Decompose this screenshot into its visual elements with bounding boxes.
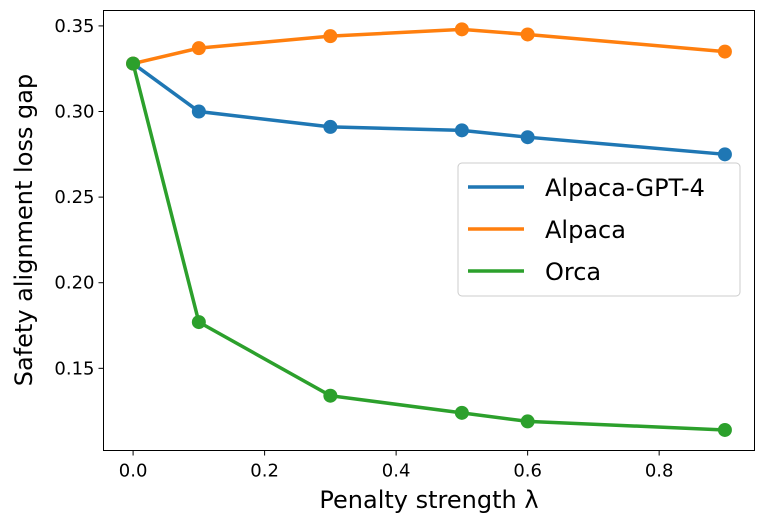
x-tick-label: 0.2 — [250, 461, 279, 482]
data-point — [126, 56, 141, 71]
legend-box — [457, 162, 741, 297]
data-point — [323, 388, 338, 403]
y-tick-label: 0.15 — [54, 358, 94, 379]
legend-label: Orca — [545, 258, 601, 286]
data-point — [191, 315, 206, 330]
plot-frame — [103, 10, 755, 451]
x-tick-label: 0.0 — [119, 461, 148, 482]
series-line-alpaca-gpt-4 — [132, 62, 726, 157]
x-tick-label: 0.4 — [382, 461, 411, 482]
legend-label: Alpaca — [545, 216, 626, 244]
data-point — [454, 405, 469, 420]
y-tick-label: 0.30 — [54, 102, 94, 123]
y-tick-label: 0.35 — [54, 16, 94, 37]
y-axis-label: Safety alignment loss gap — [10, 74, 38, 386]
data-point — [191, 104, 206, 119]
y-tick-label: 0.20 — [54, 273, 94, 294]
x-axis-label: Penalty strength λ — [319, 486, 538, 514]
data-point — [520, 414, 535, 429]
legend: Alpaca-GPT-4 Alpaca Orca — [457, 162, 741, 297]
legend-label: Alpaca-GPT-4 — [545, 174, 705, 202]
data-point — [323, 119, 338, 134]
data-point — [717, 44, 732, 59]
data-point — [520, 27, 535, 42]
series-line-alpaca — [132, 27, 726, 66]
data-point — [520, 130, 535, 145]
data-point — [323, 29, 338, 44]
data-point — [717, 147, 732, 162]
data-point — [717, 422, 732, 437]
data-point — [191, 41, 206, 56]
y-tick-label: 0.25 — [54, 187, 94, 208]
series-line-orca — [131, 63, 725, 432]
x-tick-label: 0.8 — [645, 461, 674, 482]
x-tick-label: 0.6 — [513, 461, 542, 482]
data-point — [454, 123, 469, 138]
data-point — [454, 22, 469, 37]
